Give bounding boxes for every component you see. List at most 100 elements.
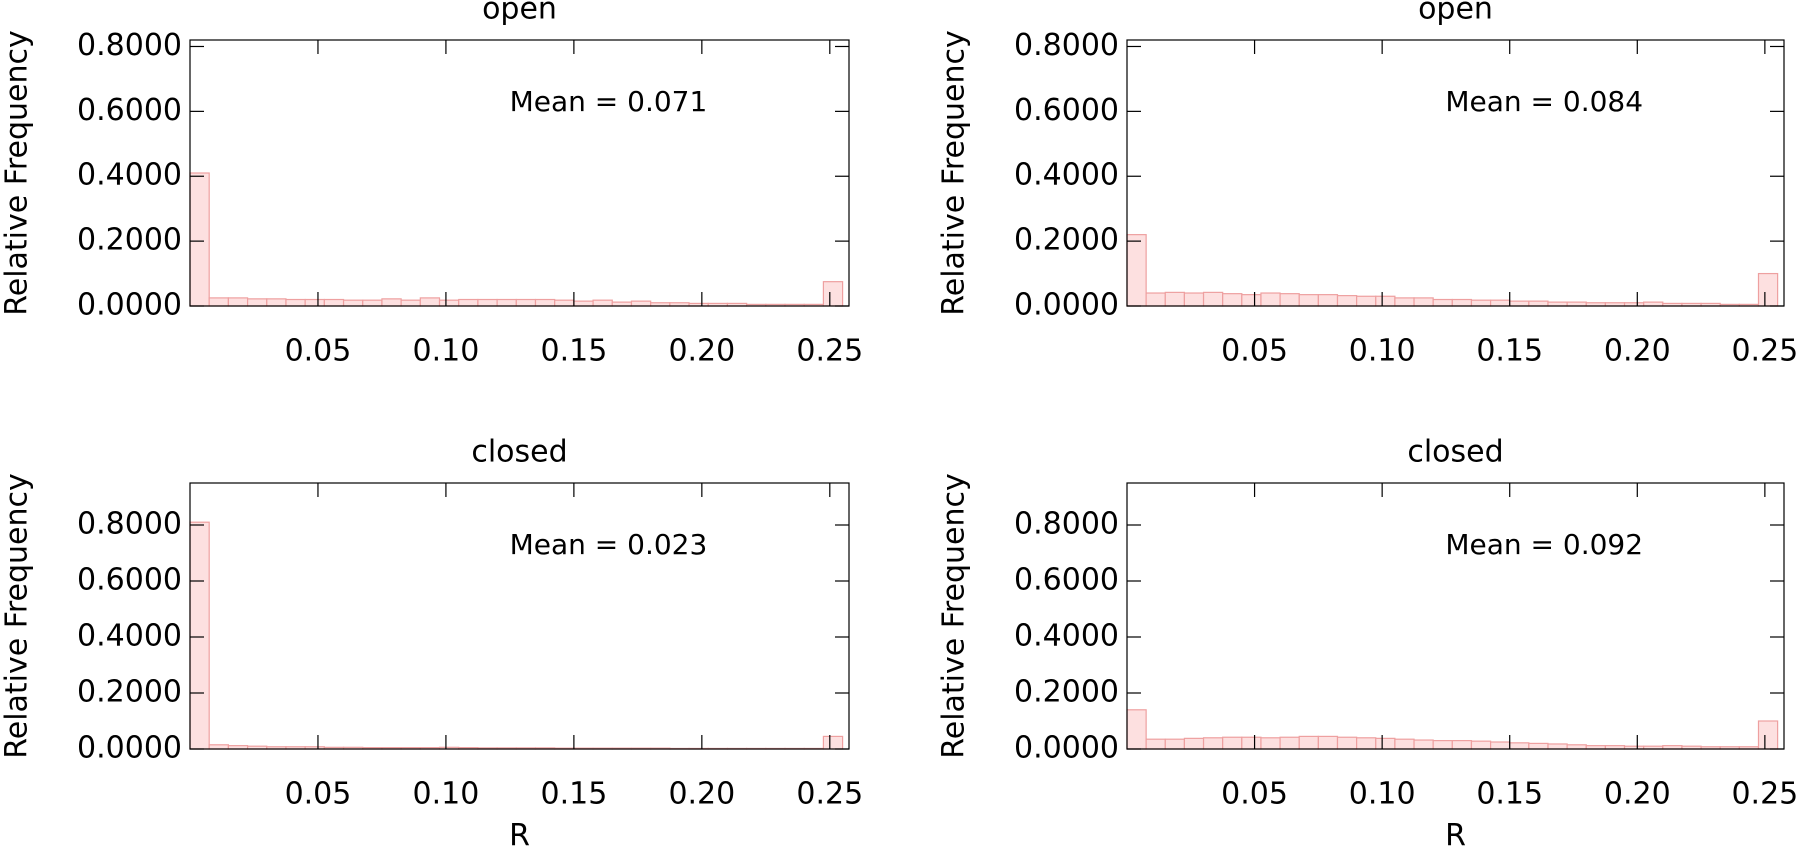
bar [1279, 293, 1300, 307]
bar [496, 298, 517, 307]
x-axis-label: R [1445, 819, 1466, 850]
bar [515, 298, 537, 307]
x-tick-label: 0.10 [1349, 334, 1416, 369]
bar [1145, 292, 1166, 307]
bar [1451, 739, 1473, 750]
bar [1470, 299, 1492, 307]
bar [362, 299, 383, 307]
bar [342, 299, 364, 307]
y-tick-label: 0.8000 [77, 28, 182, 63]
bar [381, 298, 402, 307]
bar [285, 298, 306, 307]
bar [1298, 294, 1319, 307]
y-tick-label: 0.6000 [77, 93, 182, 128]
bar [1413, 739, 1434, 750]
bar [1394, 738, 1415, 750]
bar [630, 300, 652, 307]
bar [1317, 735, 1339, 750]
bar [438, 299, 460, 307]
bar [1432, 739, 1453, 750]
x-tick-label: 0.15 [1476, 334, 1543, 369]
bar [1336, 736, 1358, 750]
x-tick-label: 0.10 [1349, 777, 1416, 812]
y-axis-label: Relative Frequency [937, 473, 972, 759]
plot-frame [189, 482, 850, 750]
bar [1451, 298, 1473, 307]
y-tick-label: 0.8000 [1014, 28, 1119, 63]
bar [1164, 738, 1186, 750]
x-tick-label: 0.05 [285, 777, 352, 812]
bar [1241, 736, 1262, 750]
bar [208, 297, 229, 307]
bar [1126, 709, 1147, 750]
x-tick-label: 0.15 [540, 334, 607, 369]
bar [1260, 292, 1281, 307]
y-tick-label: 0.6000 [1014, 93, 1119, 128]
bar [189, 521, 210, 750]
x-axis-label: R [509, 819, 530, 850]
bar [534, 298, 556, 307]
bar [1336, 295, 1358, 307]
y-tick-label: 0.4000 [1014, 158, 1119, 193]
bar [1183, 292, 1205, 307]
bar [1757, 720, 1779, 750]
x-tick-label: 0.25 [1731, 777, 1798, 812]
bar [1356, 295, 1377, 307]
y-tick-label: 0.6000 [1014, 563, 1119, 598]
y-tick-label: 0.4000 [77, 619, 182, 654]
y-tick-label: 0.2000 [77, 675, 182, 710]
y-tick-label: 0.6000 [77, 563, 182, 598]
y-tick-label: 0.2000 [1014, 223, 1119, 258]
annotation: Mean = 0.084 [1445, 85, 1643, 118]
chart-title: closed [1407, 435, 1503, 470]
bar [1509, 300, 1530, 307]
bar [1509, 742, 1530, 750]
bar [1202, 291, 1224, 307]
bar [1317, 294, 1339, 307]
bar [189, 172, 210, 307]
bar [1489, 299, 1511, 307]
annotation: Mean = 0.023 [510, 528, 708, 561]
bar [208, 744, 229, 750]
bar [1432, 298, 1453, 307]
bar [1279, 736, 1300, 750]
bar [573, 300, 594, 307]
bar [1145, 738, 1166, 750]
bar [1260, 737, 1281, 750]
x-tick-label: 0.05 [1221, 777, 1288, 812]
plot-frame [1126, 482, 1785, 750]
bar [1413, 297, 1434, 307]
y-tick-label: 0.2000 [1014, 675, 1119, 710]
y-tick-label: 0.0000 [1014, 288, 1119, 323]
bar [1375, 295, 1396, 307]
bar [1757, 272, 1779, 307]
bar [1298, 735, 1319, 750]
plot-frame [1126, 39, 1785, 307]
bar [477, 298, 498, 307]
bar [1528, 300, 1549, 307]
bar [592, 299, 613, 307]
x-tick-label: 0.15 [1476, 777, 1543, 812]
y-axis-label: Relative Frequency [0, 30, 35, 316]
bar [266, 298, 287, 307]
plot-frame [189, 39, 850, 307]
y-axis-label: Relative Frequency [0, 473, 35, 759]
x-tick-label: 0.05 [285, 334, 352, 369]
bar [227, 297, 249, 307]
x-tick-label: 0.15 [540, 777, 607, 812]
bar [458, 298, 479, 307]
bar [822, 281, 844, 307]
bar [822, 735, 844, 750]
y-tick-label: 0.0000 [1014, 731, 1119, 766]
bar [419, 297, 441, 307]
y-tick-label: 0.2000 [77, 223, 182, 258]
bar [1566, 744, 1587, 750]
y-tick-label: 0.4000 [1014, 619, 1119, 654]
bar [304, 298, 325, 307]
bar [1126, 234, 1147, 307]
y-tick-label: 0.4000 [77, 158, 182, 193]
bar [1222, 293, 1243, 307]
x-tick-label: 0.25 [1731, 334, 1798, 369]
y-tick-label: 0.8000 [77, 507, 182, 542]
